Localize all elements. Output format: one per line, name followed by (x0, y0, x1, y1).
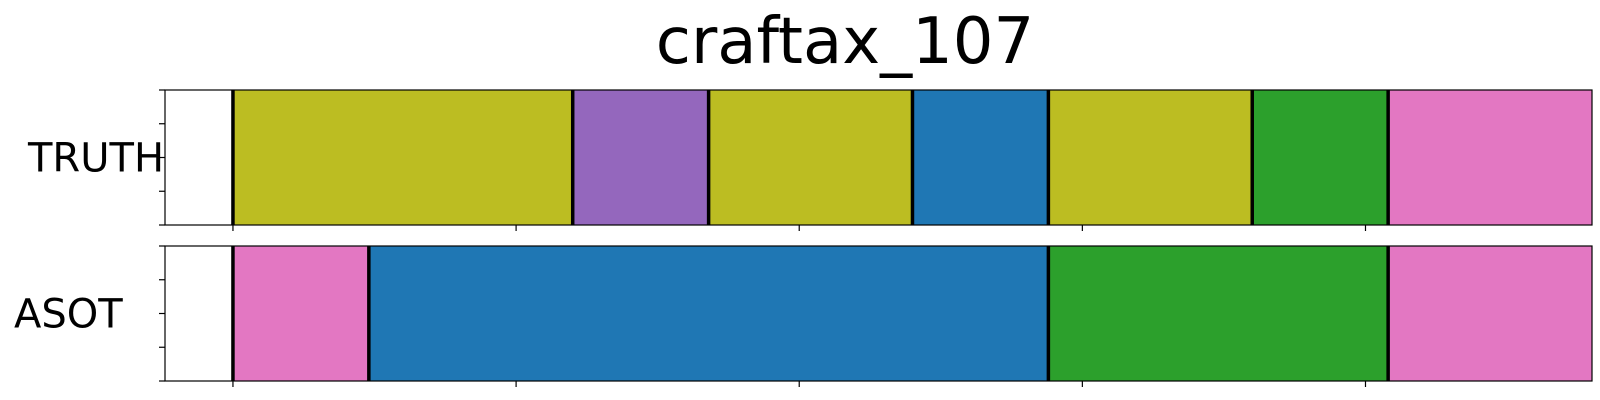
segment-truth-1 (572, 90, 709, 225)
segment-truth-0 (232, 90, 573, 225)
segment-truth-5 (1252, 90, 1389, 225)
segment-truth-2 (708, 90, 913, 225)
segment-truth-3 (912, 90, 1049, 225)
segment-asot-1 (368, 246, 1049, 381)
segment-truth-4 (1048, 90, 1253, 225)
segment-asot-0 (232, 246, 369, 381)
segment-asot-3 (1388, 246, 1592, 381)
row-label-truth: TRUTH (27, 136, 164, 182)
chart-title: craftax_107 (655, 5, 1035, 79)
segment-truth-6 (1388, 90, 1592, 225)
segment-asot-2 (1048, 246, 1389, 381)
row-label-asot: ASOT (14, 292, 123, 338)
